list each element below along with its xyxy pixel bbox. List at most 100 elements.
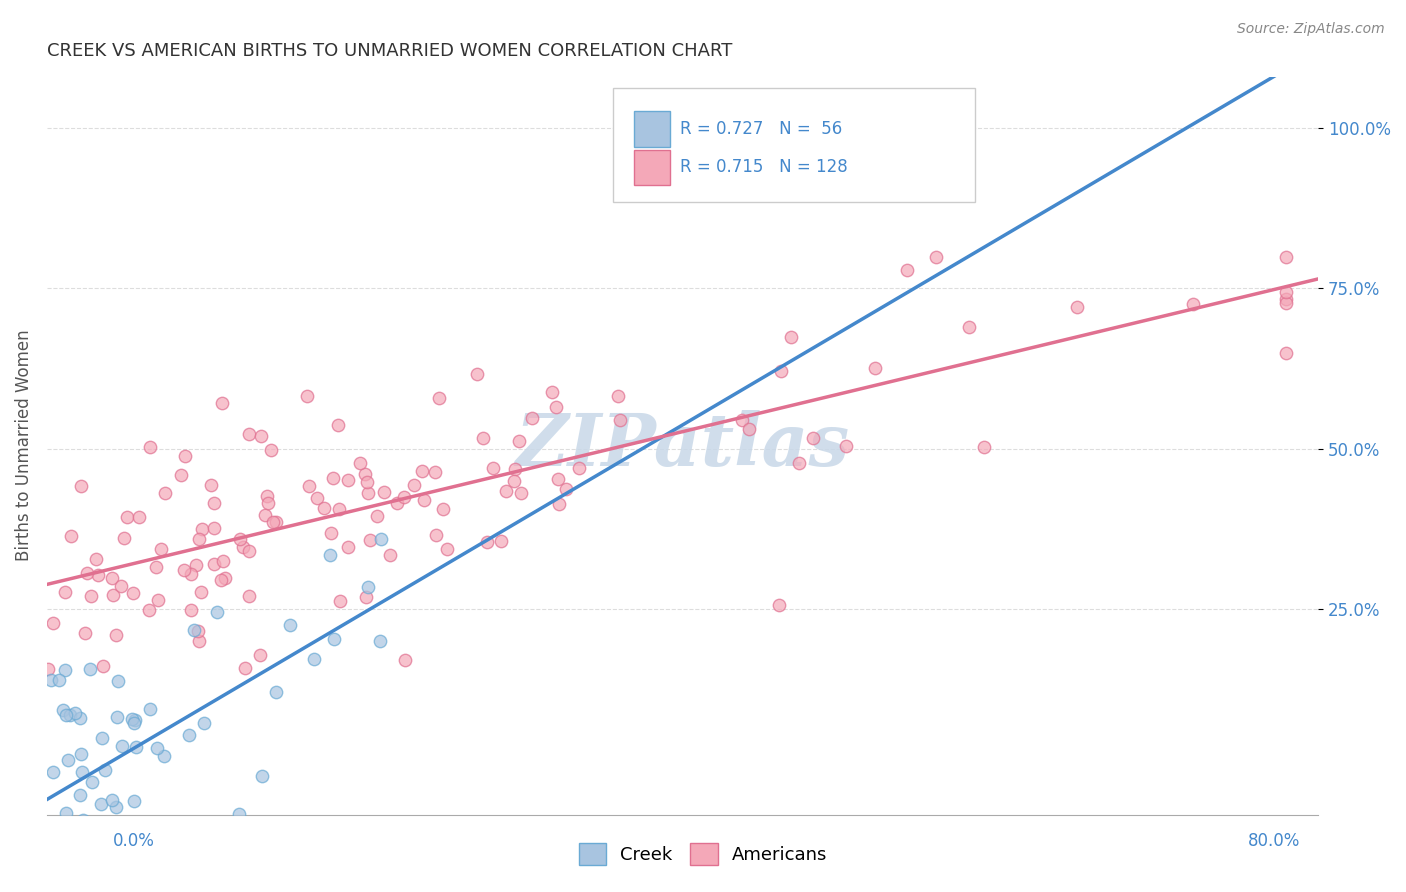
Point — [609, 413, 631, 427]
Point — [238, 426, 260, 441]
Point — [184, 558, 207, 572]
FancyBboxPatch shape — [634, 150, 669, 185]
Text: R = 0.727   N =  56: R = 0.727 N = 56 — [681, 120, 842, 138]
Point — [37, 662, 59, 676]
Point — [366, 508, 388, 523]
Point — [202, 496, 225, 510]
Point — [122, 794, 145, 808]
Point — [150, 542, 173, 557]
Point — [432, 501, 454, 516]
Point — [188, 532, 211, 546]
Point — [254, 508, 277, 522]
Point — [101, 792, 124, 806]
Point — [392, 490, 415, 504]
Point — [232, 540, 254, 554]
Point — [520, 410, 543, 425]
Point — [127, 822, 149, 836]
Point — [738, 422, 761, 436]
Y-axis label: Births to Unmarried Women: Births to Unmarried Women — [15, 330, 32, 561]
Point — [55, 847, 77, 861]
Point — [427, 391, 450, 405]
Point — [1066, 300, 1088, 314]
Point — [53, 585, 76, 599]
Point — [125, 739, 148, 754]
Point — [322, 632, 344, 647]
Point — [394, 653, 416, 667]
Point — [38, 846, 60, 860]
Point — [139, 702, 162, 716]
Legend: Creek, Americans: Creek, Americans — [569, 834, 837, 874]
Point — [387, 496, 409, 510]
Point — [256, 489, 278, 503]
Point — [70, 479, 93, 493]
Point — [145, 560, 167, 574]
Point — [1275, 285, 1298, 300]
Point — [780, 330, 803, 344]
Point — [59, 708, 82, 723]
Point — [52, 820, 75, 834]
Point — [319, 548, 342, 562]
Point — [207, 605, 229, 619]
Point — [402, 478, 425, 492]
Point — [193, 715, 215, 730]
Point — [1275, 345, 1298, 359]
Point — [260, 442, 283, 457]
Point — [495, 483, 517, 498]
Point — [56, 753, 79, 767]
Point — [214, 571, 236, 585]
Point — [1275, 250, 1298, 264]
Text: CREEK VS AMERICAN BIRTHS TO UNMARRIED WOMEN CORRELATION CHART: CREEK VS AMERICAN BIRTHS TO UNMARRIED WO… — [46, 42, 733, 60]
Point — [202, 521, 225, 535]
Point — [202, 557, 225, 571]
Point — [1182, 297, 1205, 311]
Point — [183, 623, 205, 637]
Point — [70, 765, 93, 780]
Point — [101, 588, 124, 602]
Point — [53, 663, 76, 677]
Point — [787, 456, 810, 470]
Point — [76, 566, 98, 581]
Point — [94, 763, 117, 777]
Point — [211, 396, 233, 410]
Point — [79, 662, 101, 676]
Point — [278, 617, 301, 632]
Point — [48, 673, 70, 687]
Text: ZIPatlas: ZIPatlas — [516, 410, 849, 481]
Point — [256, 496, 278, 510]
Point — [200, 478, 222, 492]
Point — [41, 673, 63, 688]
Point — [72, 813, 94, 827]
Point — [42, 616, 65, 631]
Point — [546, 401, 568, 415]
Point — [769, 364, 792, 378]
Point — [349, 456, 371, 470]
Point — [75, 625, 97, 640]
Point — [503, 462, 526, 476]
Point — [297, 389, 319, 403]
Point — [91, 659, 114, 673]
Point — [146, 740, 169, 755]
Point — [209, 573, 232, 587]
Text: 80.0%: 80.0% — [1249, 831, 1301, 849]
Point — [568, 460, 591, 475]
Point — [233, 661, 256, 675]
Point — [298, 478, 321, 492]
Point — [173, 563, 195, 577]
Point — [368, 633, 391, 648]
Point — [51, 878, 73, 892]
Point — [312, 501, 335, 516]
Point — [84, 552, 107, 566]
Point — [187, 624, 209, 638]
Point — [146, 593, 169, 607]
Point — [359, 533, 381, 548]
Point — [121, 712, 143, 726]
Point — [115, 509, 138, 524]
Point — [250, 429, 273, 443]
Point — [110, 579, 132, 593]
Text: Source: ZipAtlas.com: Source: ZipAtlas.com — [1237, 22, 1385, 37]
Point — [55, 707, 77, 722]
Point — [436, 542, 458, 557]
Point — [112, 531, 135, 545]
Point — [69, 788, 91, 802]
Point — [307, 491, 329, 505]
